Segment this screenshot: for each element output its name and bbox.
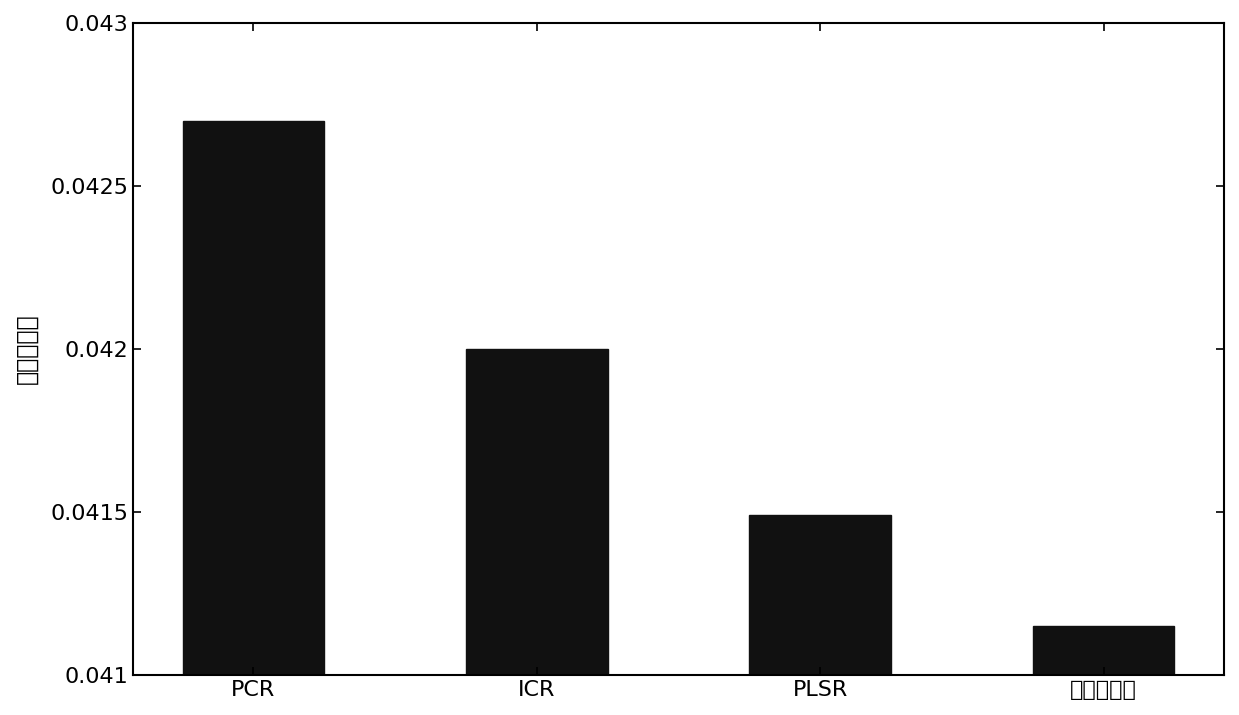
Bar — [466, 349, 607, 675]
Y-axis label: 均方根误差: 均方根误差 — [15, 314, 38, 385]
Bar — [1033, 626, 1175, 675]
Bar — [750, 516, 891, 675]
Bar — [182, 121, 325, 675]
